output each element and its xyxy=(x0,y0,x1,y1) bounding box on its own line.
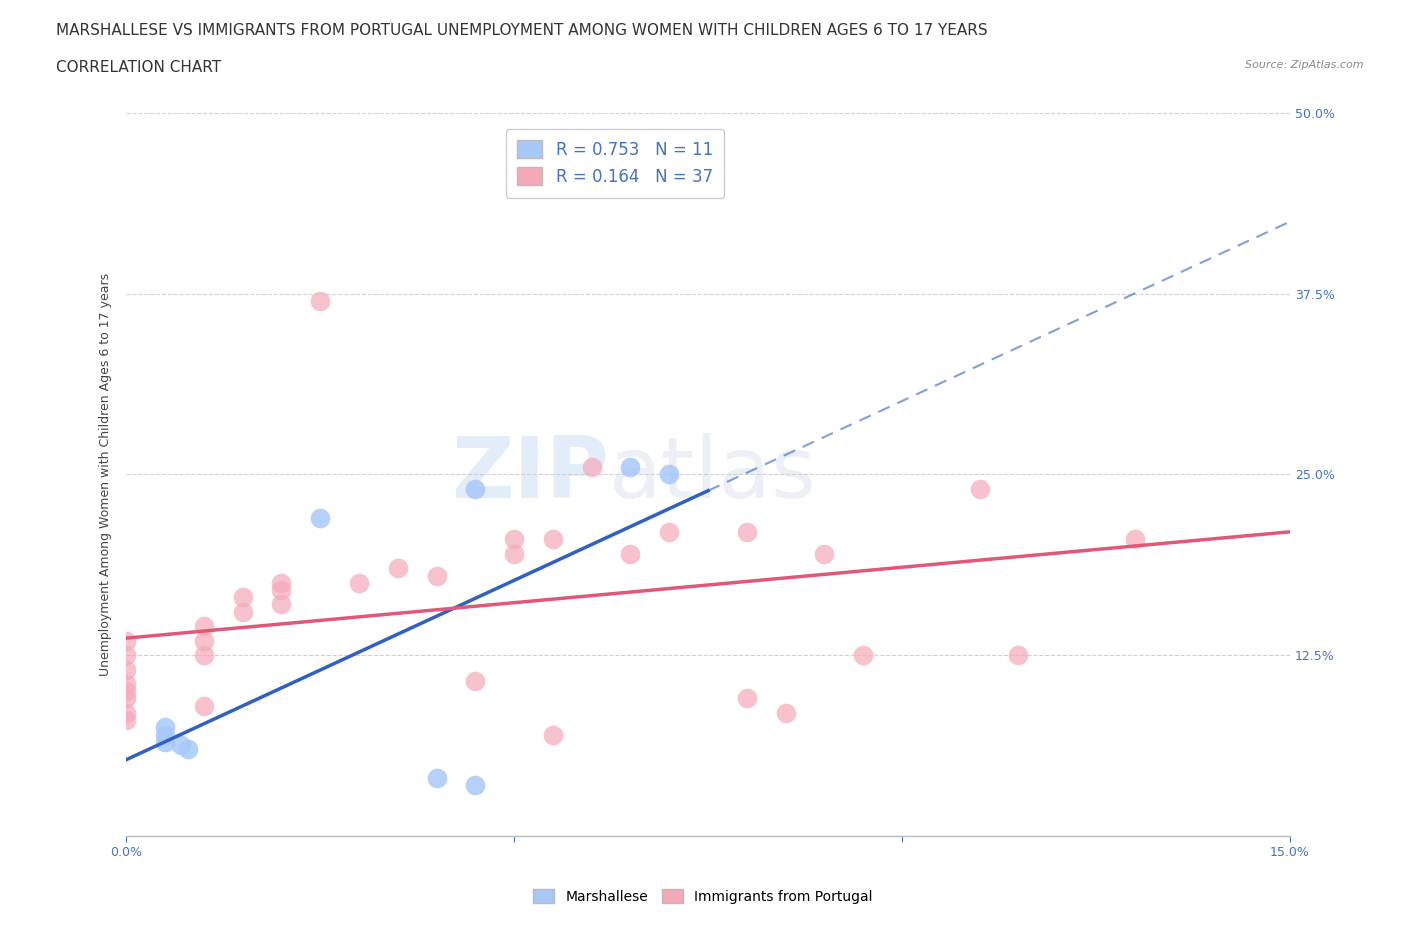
Point xyxy=(425,771,447,786)
Point xyxy=(852,647,875,662)
Point xyxy=(270,597,292,612)
Point xyxy=(503,532,526,547)
Y-axis label: Unemployment Among Women with Children Ages 6 to 17 years: Unemployment Among Women with Children A… xyxy=(100,272,112,676)
Point xyxy=(464,777,486,792)
Point xyxy=(775,706,797,721)
Text: Source: ZipAtlas.com: Source: ZipAtlas.com xyxy=(1246,60,1364,71)
Point xyxy=(153,720,176,735)
Point xyxy=(115,676,138,691)
Point xyxy=(193,647,215,662)
Point xyxy=(115,647,138,662)
Point xyxy=(619,459,641,474)
Point xyxy=(115,662,138,677)
Point xyxy=(735,525,758,539)
Point xyxy=(115,712,138,727)
Point xyxy=(193,698,215,713)
Legend: R = 0.753   N = 11, R = 0.164   N = 37: R = 0.753 N = 11, R = 0.164 N = 37 xyxy=(506,128,724,197)
Point xyxy=(270,582,292,597)
Point xyxy=(153,735,176,750)
Point xyxy=(1123,532,1146,547)
Point xyxy=(541,532,564,547)
Point xyxy=(115,706,138,721)
Text: ZIP: ZIP xyxy=(451,432,609,516)
Point xyxy=(177,741,200,756)
Point xyxy=(658,525,681,539)
Point xyxy=(115,691,138,706)
Point xyxy=(169,737,191,752)
Point xyxy=(153,727,176,742)
Point xyxy=(425,568,447,583)
Point xyxy=(1007,647,1029,662)
Text: MARSHALLESE VS IMMIGRANTS FROM PORTUGAL UNEMPLOYMENT AMONG WOMEN WITH CHILDREN A: MARSHALLESE VS IMMIGRANTS FROM PORTUGAL … xyxy=(56,23,988,38)
Point xyxy=(387,561,409,576)
Point xyxy=(813,547,835,562)
Point xyxy=(115,633,138,648)
Point xyxy=(309,511,332,525)
Point xyxy=(541,727,564,742)
Point xyxy=(309,294,332,309)
Point xyxy=(464,673,486,688)
Point xyxy=(232,590,254,604)
Point xyxy=(658,467,681,482)
Point xyxy=(969,482,991,497)
Point xyxy=(581,459,603,474)
Legend: Marshallese, Immigrants from Portugal: Marshallese, Immigrants from Portugal xyxy=(527,884,879,910)
Point xyxy=(270,576,292,591)
Point xyxy=(115,684,138,698)
Point xyxy=(232,604,254,619)
Point xyxy=(464,482,486,497)
Point xyxy=(619,547,641,562)
Point xyxy=(193,633,215,648)
Text: CORRELATION CHART: CORRELATION CHART xyxy=(56,60,221,75)
Text: atlas: atlas xyxy=(609,432,817,516)
Point xyxy=(347,576,370,591)
Point xyxy=(735,691,758,706)
Point xyxy=(193,618,215,633)
Point xyxy=(503,547,526,562)
